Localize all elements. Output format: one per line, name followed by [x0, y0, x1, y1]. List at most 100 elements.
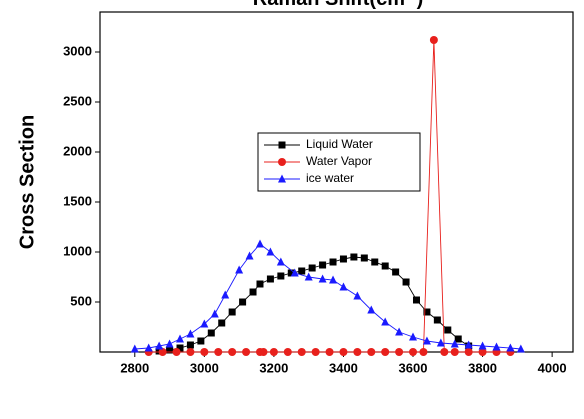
marker — [298, 267, 306, 275]
marker — [440, 348, 449, 356]
marker — [492, 342, 501, 351]
marker — [186, 341, 194, 349]
marker — [249, 288, 257, 296]
marker — [186, 329, 195, 338]
marker — [155, 341, 164, 350]
marker — [311, 348, 320, 356]
marker — [329, 258, 337, 266]
marker — [478, 341, 487, 350]
marker — [266, 247, 275, 256]
marker — [454, 335, 462, 343]
marker — [239, 298, 247, 306]
legend-marker — [278, 174, 286, 183]
marker — [210, 309, 219, 318]
marker — [235, 265, 244, 274]
x-tick-label: 3000 — [190, 360, 219, 375]
marker — [218, 319, 226, 327]
marker — [255, 239, 264, 248]
legend-marker — [278, 141, 286, 149]
x-title-main: Raman Shift(cm — [253, 0, 405, 10]
marker — [228, 348, 237, 356]
marker — [266, 275, 274, 283]
marker — [325, 348, 334, 356]
x-axis-title: Raman Shift(cm-1) — [253, 0, 423, 10]
marker — [318, 274, 327, 283]
marker — [353, 291, 362, 300]
marker — [186, 348, 195, 356]
marker — [360, 254, 368, 262]
marker — [381, 348, 390, 356]
y-axis-title: Cross Section — [16, 115, 38, 249]
marker — [172, 348, 181, 356]
marker — [130, 344, 139, 353]
series-line — [134, 243, 521, 350]
marker — [269, 348, 278, 356]
marker — [259, 348, 268, 356]
marker — [516, 344, 525, 353]
marker — [175, 334, 184, 343]
marker — [429, 36, 438, 44]
legend-marker — [278, 158, 286, 166]
legend-label: ice water — [306, 171, 354, 185]
x-tick-label: 3400 — [329, 360, 358, 375]
marker — [422, 336, 431, 345]
marker — [395, 327, 404, 336]
marker — [207, 329, 215, 337]
marker — [367, 348, 376, 356]
marker — [392, 268, 400, 276]
marker — [450, 339, 459, 348]
marker — [329, 275, 338, 284]
x-tick-label: 3600 — [399, 360, 428, 375]
marker — [276, 257, 285, 266]
marker — [353, 348, 362, 356]
marker — [228, 308, 236, 316]
marker — [200, 348, 209, 356]
marker — [158, 348, 167, 356]
marker — [319, 261, 327, 269]
marker — [256, 280, 264, 288]
marker — [436, 338, 445, 347]
marker — [214, 348, 223, 356]
x-title-end: ) — [417, 0, 424, 10]
marker — [277, 272, 285, 280]
x-tick-label: 4000 — [538, 360, 567, 375]
marker — [339, 282, 348, 291]
marker — [409, 332, 418, 341]
marker — [412, 296, 420, 304]
marker — [423, 308, 431, 316]
marker — [339, 255, 347, 263]
x-tick-label: 3800 — [468, 360, 497, 375]
marker — [395, 348, 404, 356]
marker — [283, 348, 292, 356]
marker — [221, 290, 230, 299]
marker — [478, 348, 487, 356]
marker — [308, 264, 316, 272]
marker — [350, 253, 358, 261]
y-tick-label: 1500 — [63, 193, 92, 208]
marker — [197, 337, 205, 345]
x-tick-label: 3200 — [259, 360, 288, 375]
marker — [304, 272, 313, 281]
marker — [381, 317, 390, 326]
marker — [176, 344, 184, 352]
marker — [371, 258, 379, 266]
marker — [165, 339, 174, 348]
series-line — [148, 39, 511, 353]
marker — [339, 348, 348, 356]
marker — [287, 269, 295, 277]
marker — [433, 316, 441, 324]
legend-label: Water Vapor — [306, 154, 372, 168]
marker — [464, 340, 473, 349]
marker — [444, 326, 452, 334]
y-tick-label: 500 — [70, 293, 92, 308]
marker — [419, 348, 428, 356]
legend-label: Liquid Water — [306, 137, 373, 151]
marker — [506, 343, 515, 352]
marker — [166, 346, 174, 354]
marker — [290, 268, 299, 277]
y-tick-label: 2000 — [63, 143, 92, 158]
x-tick-label: 2800 — [120, 360, 149, 375]
y-tick-label: 1000 — [63, 243, 92, 258]
marker — [297, 348, 306, 356]
